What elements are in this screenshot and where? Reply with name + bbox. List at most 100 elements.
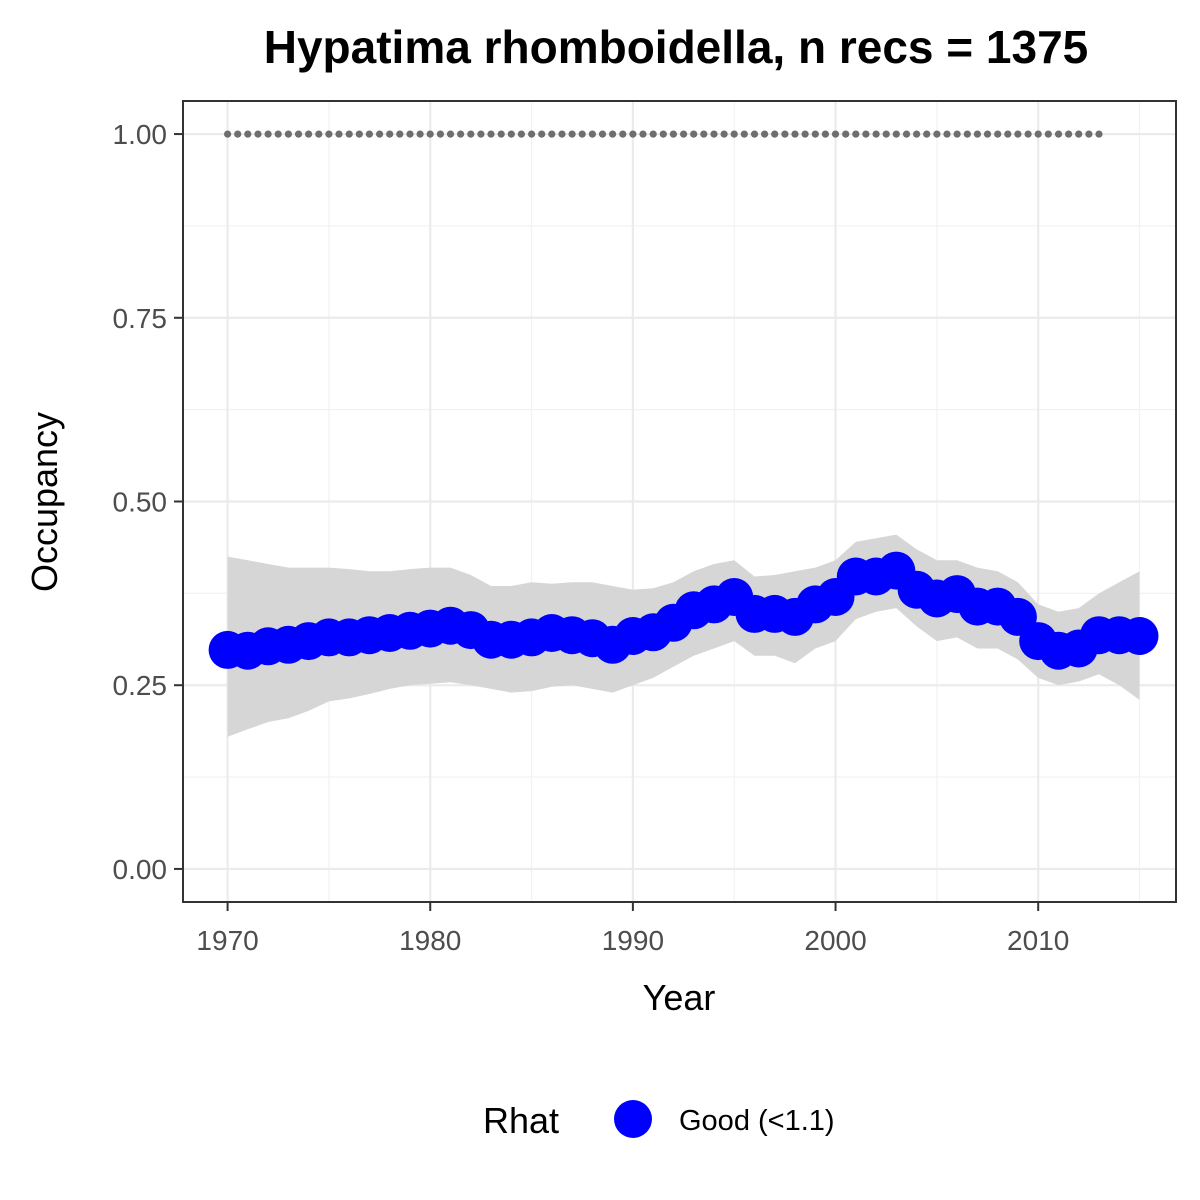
reference-line-dot bbox=[416, 130, 424, 138]
x-tick-label: 1990 bbox=[602, 925, 664, 956]
reference-line-dot bbox=[1014, 130, 1022, 138]
reference-line-dot bbox=[274, 130, 282, 138]
reference-line-dot bbox=[335, 130, 343, 138]
reference-line-dot bbox=[244, 130, 252, 138]
reference-line-dot bbox=[355, 130, 363, 138]
reference-line-dot bbox=[528, 130, 536, 138]
reference-line-dot bbox=[852, 130, 860, 138]
reference-line-dot bbox=[953, 130, 961, 138]
reference-line-dot bbox=[1044, 130, 1052, 138]
reference-line-dot bbox=[224, 130, 232, 138]
reference-line-dot bbox=[609, 130, 617, 138]
reference-line-dot bbox=[710, 130, 718, 138]
reference-line-dot bbox=[750, 130, 759, 138]
reference-line-dot bbox=[872, 130, 880, 138]
reference-line-dot bbox=[1075, 130, 1083, 138]
x-axis: 1970 1980 1990 2000 2010 bbox=[196, 902, 1069, 956]
reference-line-dot bbox=[811, 130, 819, 138]
legend-label-good: Good (<1.1) bbox=[679, 1105, 835, 1137]
y-tick-label: 1.00 bbox=[113, 119, 168, 150]
reference-line-dot bbox=[933, 130, 941, 138]
reference-line-dot bbox=[619, 130, 627, 138]
reference-line bbox=[224, 130, 1103, 138]
reference-line-dot bbox=[831, 130, 840, 138]
y-axis-title: Occupancy bbox=[24, 412, 65, 592]
reference-line-dot bbox=[578, 130, 586, 138]
reference-line-dot bbox=[1054, 130, 1063, 138]
reference-line-dot bbox=[821, 130, 830, 138]
x-tick-label: 1970 bbox=[196, 925, 258, 956]
reference-line-dot bbox=[325, 130, 333, 138]
reference-line-dot bbox=[538, 130, 546, 138]
x-tick-label: 2010 bbox=[1007, 925, 1069, 956]
reference-line-dot bbox=[680, 130, 688, 138]
reference-line-dot bbox=[943, 130, 951, 138]
x-axis-title: Year bbox=[643, 977, 716, 1018]
reference-line-dot bbox=[467, 130, 475, 138]
reference-line-dot bbox=[264, 130, 272, 138]
occupancy-point bbox=[1120, 617, 1159, 655]
y-tick-label: 0.25 bbox=[113, 670, 168, 701]
reference-line-dot bbox=[740, 130, 748, 138]
reference-line-dot bbox=[598, 130, 607, 138]
legend-title: Rhat bbox=[483, 1100, 559, 1141]
reference-line-dot bbox=[913, 130, 921, 138]
reference-line-dot bbox=[862, 130, 870, 138]
reference-line-dot bbox=[305, 130, 313, 138]
x-tick-label: 1980 bbox=[399, 925, 461, 956]
y-tick-label: 0.00 bbox=[113, 854, 168, 885]
reference-line-dot bbox=[923, 130, 931, 138]
reference-line-dot bbox=[761, 130, 769, 138]
reference-line-dot bbox=[649, 130, 657, 138]
reference-line-dot bbox=[994, 130, 1002, 138]
reference-line-dot bbox=[963, 130, 971, 138]
reference-line-dot bbox=[1065, 130, 1073, 138]
y-axis: 0.00 0.25 0.50 0.75 1.00 bbox=[113, 119, 183, 885]
reference-line-dot bbox=[517, 130, 526, 138]
reference-line-dot bbox=[1024, 130, 1032, 138]
reference-line-dot bbox=[284, 130, 292, 138]
reference-line-dot bbox=[386, 130, 394, 138]
reference-line-dot bbox=[507, 130, 515, 138]
reference-line-dot bbox=[365, 130, 373, 138]
reference-line-dot bbox=[294, 130, 303, 138]
reference-line-dot bbox=[588, 130, 597, 138]
reference-line-dot bbox=[983, 130, 992, 138]
reference-line-dot bbox=[497, 130, 505, 138]
x-tick-label: 2000 bbox=[804, 925, 866, 956]
reference-line-dot bbox=[781, 130, 789, 138]
reference-line-dot bbox=[234, 130, 242, 138]
reference-line-dot bbox=[558, 130, 566, 138]
reference-line-dot bbox=[882, 130, 890, 138]
legend: Rhat Good (<1.1) bbox=[483, 1100, 835, 1141]
reference-line-dot bbox=[791, 130, 799, 138]
reference-line-dot bbox=[973, 130, 982, 138]
reference-line-dot bbox=[690, 130, 698, 138]
chart-title: Hypatima rhomboidella, n recs = 1375 bbox=[264, 21, 1089, 73]
reference-line-dot bbox=[902, 130, 911, 138]
reference-line-dot bbox=[436, 130, 444, 138]
reference-line-dot bbox=[1034, 130, 1042, 138]
reference-line-dot bbox=[842, 130, 850, 138]
reference-line-dot bbox=[659, 130, 667, 138]
reference-line-dot bbox=[254, 130, 262, 138]
reference-line-dot bbox=[477, 130, 485, 138]
reference-line-dot bbox=[396, 130, 404, 138]
reference-line-dot bbox=[376, 130, 384, 138]
y-tick-label: 0.50 bbox=[113, 487, 168, 518]
reference-line-dot bbox=[1004, 130, 1012, 138]
reference-line-dot bbox=[345, 130, 353, 138]
reference-line-dot bbox=[315, 130, 323, 138]
legend-key-good bbox=[614, 1100, 652, 1138]
reference-line-dot bbox=[801, 130, 809, 138]
reference-line-dot bbox=[1085, 130, 1093, 138]
reference-line-dot bbox=[892, 130, 900, 138]
reference-line-dot bbox=[730, 130, 738, 138]
reference-line-dot bbox=[426, 130, 434, 138]
reference-line-dot bbox=[639, 130, 647, 138]
reference-line-dot bbox=[457, 130, 465, 138]
reference-line-dot bbox=[669, 130, 678, 138]
reference-line-dot bbox=[548, 130, 556, 138]
reference-line-dot bbox=[487, 130, 495, 138]
